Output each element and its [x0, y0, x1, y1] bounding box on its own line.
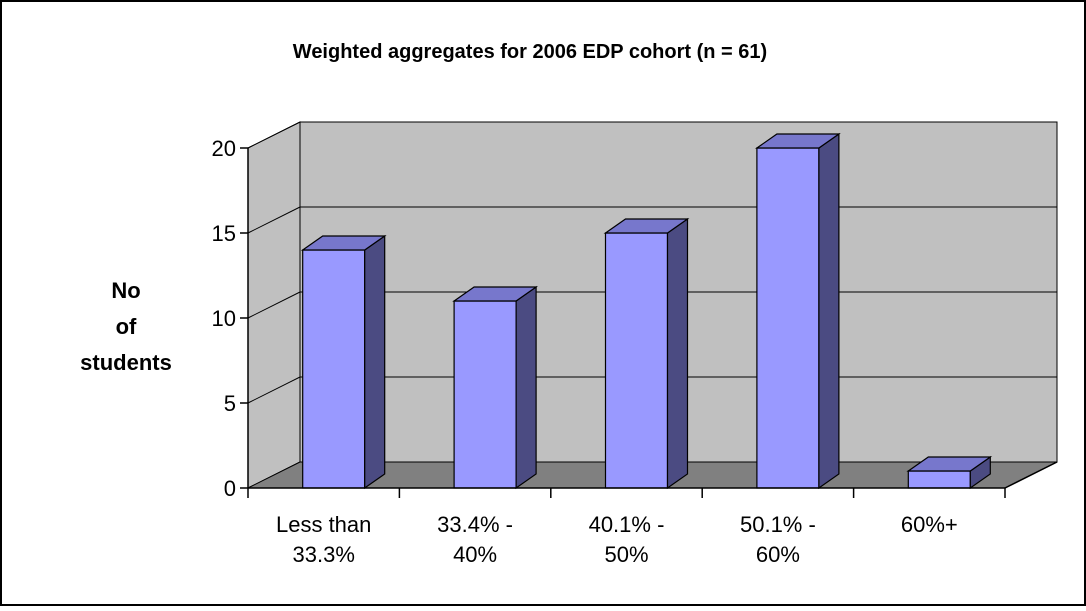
bar-front: [907, 470, 971, 489]
x-tick-label-line: 60%+: [901, 512, 958, 537]
y-tick-label: 5: [224, 391, 236, 416]
x-tick-label: 50.1% - 60%: [740, 512, 816, 567]
bar-front: [302, 249, 366, 489]
bar-side: [666, 217, 689, 490]
x-tick-label-line: 33.4% -: [437, 512, 513, 537]
bar-side: [515, 285, 537, 490]
bar-top: [906, 456, 993, 472]
y-axis-label-line: of: [116, 314, 137, 339]
x-tick-label: Less than 33.3%: [276, 512, 371, 567]
x-tick-label-line: 60%: [756, 542, 800, 567]
bar: [603, 217, 690, 490]
x-tick-label: 33.4% - 40%: [437, 512, 513, 567]
bar-front: [604, 232, 669, 489]
bar: [906, 455, 993, 490]
bar: [754, 132, 841, 490]
bar-front: [756, 147, 820, 489]
x-tick-label-line: 40.1% -: [589, 512, 665, 537]
x-tick-label-line: 50.1% -: [740, 512, 816, 537]
bar-top: [603, 218, 690, 234]
gridline-side: [247, 121, 301, 149]
gridline-side: [247, 291, 301, 319]
x-tick-label: 60%+: [901, 512, 958, 537]
x-axis: Less than 33.3% 33.4% - 40% 40.1% - 50% 50.1% …: [247, 461, 1058, 567]
x-tick-label-line: Less than: [276, 512, 371, 537]
bar-top: [754, 133, 841, 149]
bar-top: [452, 286, 539, 302]
y-axis-label: No of students: [80, 278, 172, 375]
y-tick-label: 0: [224, 476, 236, 501]
bars: [300, 132, 993, 490]
gridline-side: [247, 376, 301, 404]
x-tick-label-line: 40%: [453, 542, 497, 567]
gridline-side: [247, 206, 301, 234]
y-axis-label-line: students: [80, 350, 172, 375]
y-axis-label-line: No: [111, 278, 140, 303]
x-tick-label-line: 33.3%: [293, 542, 355, 567]
x-axis-depth-line: [1004, 461, 1058, 489]
bar: [452, 285, 539, 490]
x-tick-label: 40.1% - 50%: [589, 512, 665, 567]
y-tick-label: 15: [212, 221, 236, 246]
bar-top: [300, 235, 387, 251]
y-axis: 0 5 10 15 20: [212, 136, 249, 501]
chart-title: Weighted aggregates for 2006 EDP cohort …: [293, 41, 767, 63]
bar-side: [364, 234, 386, 490]
y-tick-label: 20: [212, 136, 236, 161]
bar: [300, 234, 387, 490]
bar-side: [818, 132, 840, 490]
y-tick-label: 10: [212, 306, 236, 331]
bar-front: [453, 300, 517, 489]
x-tick-label-line: 50%: [604, 542, 648, 567]
